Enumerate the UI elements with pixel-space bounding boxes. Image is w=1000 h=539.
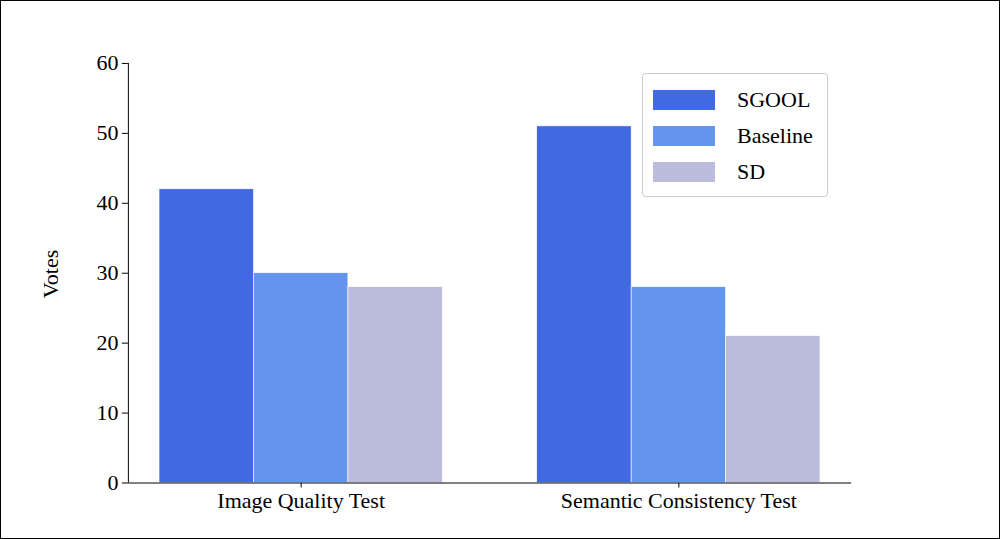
svg-text:10: 10 (96, 400, 118, 425)
html-text:Votes: Votes (38, 249, 63, 299)
svg-text:Image Quality Test: Image Quality Test (217, 488, 385, 513)
svg-text:50: 50 (96, 120, 118, 145)
svg-text:40: 40 (96, 190, 118, 215)
html-text:Baseline: Baseline (737, 123, 813, 148)
svg-text:20: 20 (96, 330, 118, 355)
svg-text:60: 60 (96, 50, 118, 75)
svg-text:Semantic Consistency Test: Semantic Consistency Test (561, 488, 797, 513)
html-text:SD: SD (737, 159, 766, 184)
svg-text:30: 30 (96, 260, 118, 285)
html-text:SGOOL: SGOOL (737, 87, 811, 112)
svg-text:0: 0 (107, 470, 118, 495)
